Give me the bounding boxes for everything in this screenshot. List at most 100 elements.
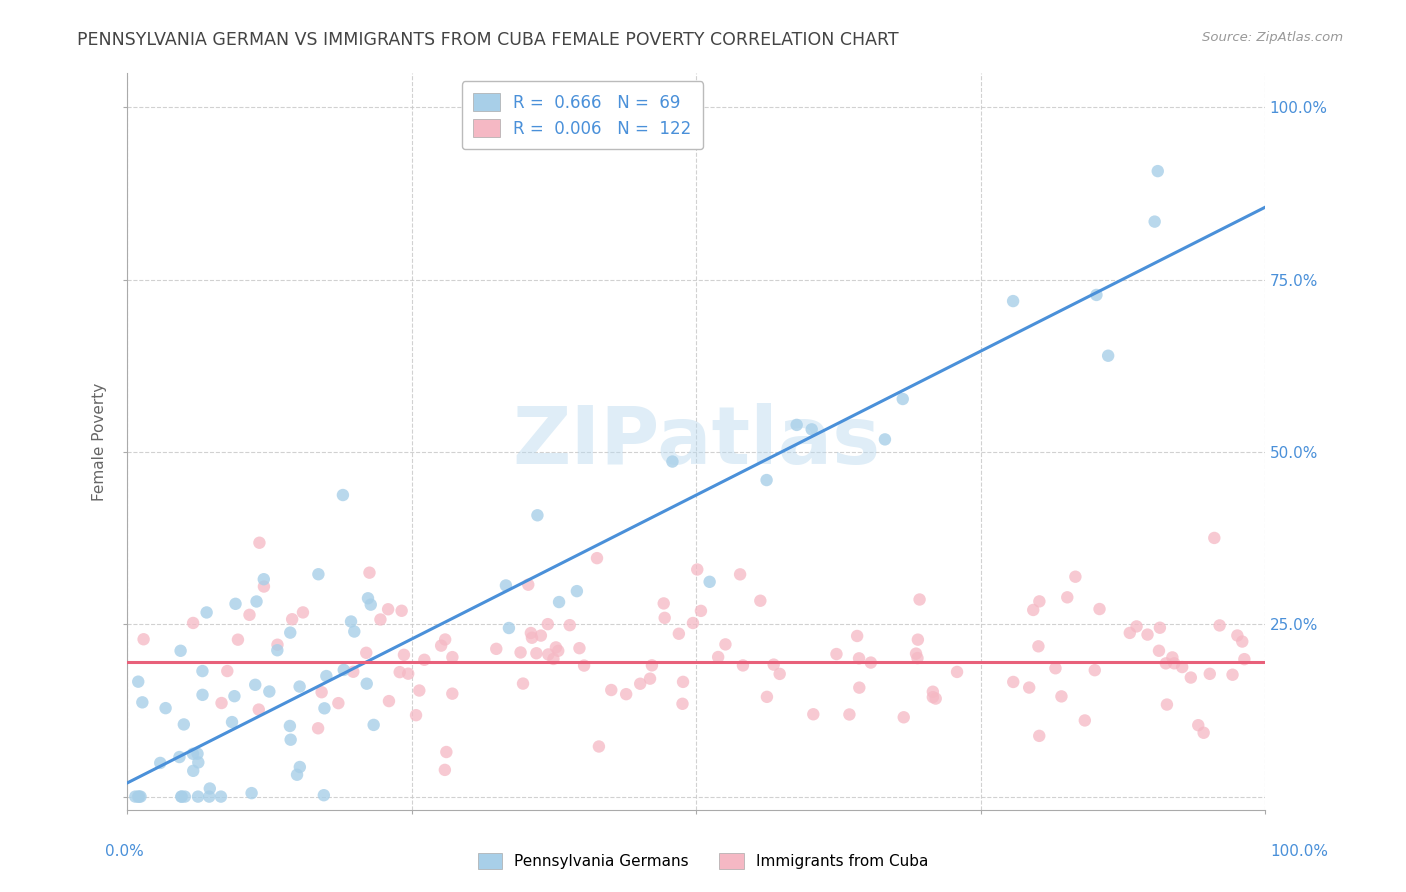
Point xyxy=(291,606,314,620)
Text: Source: ZipAtlas.com: Source: ZipAtlas.com xyxy=(1202,31,1343,45)
Point xyxy=(1050,690,1073,704)
Point xyxy=(332,488,354,502)
Point xyxy=(187,789,209,804)
Point xyxy=(221,715,243,730)
Point xyxy=(1192,725,1215,739)
Point xyxy=(405,708,427,723)
Point xyxy=(357,591,380,606)
Point xyxy=(638,672,661,686)
Point xyxy=(408,683,430,698)
Point xyxy=(682,615,704,630)
Point xyxy=(278,719,301,733)
Point xyxy=(544,640,567,655)
Point xyxy=(127,674,149,689)
Point xyxy=(848,651,870,665)
Point xyxy=(537,648,560,662)
Point xyxy=(266,643,288,657)
Point xyxy=(925,691,948,706)
Point xyxy=(132,632,155,647)
Point xyxy=(707,650,730,665)
Point xyxy=(149,756,172,770)
Point xyxy=(1208,618,1230,632)
Point xyxy=(485,641,508,656)
Point xyxy=(396,666,419,681)
Point xyxy=(1028,594,1050,608)
Point xyxy=(530,629,553,643)
Point xyxy=(307,721,329,735)
Point xyxy=(433,763,456,777)
Point xyxy=(181,747,204,761)
Point xyxy=(547,644,569,658)
Point xyxy=(586,551,609,566)
Point xyxy=(259,684,281,698)
Point xyxy=(278,625,301,640)
Point xyxy=(195,606,218,620)
Point xyxy=(169,644,191,658)
Point xyxy=(654,611,676,625)
Text: ZIPatlas: ZIPatlas xyxy=(512,402,880,481)
Point xyxy=(434,745,457,759)
Point xyxy=(548,595,571,609)
Point xyxy=(186,747,208,761)
Point xyxy=(905,647,928,661)
Point xyxy=(520,626,543,640)
Point xyxy=(285,768,308,782)
Point xyxy=(652,596,675,610)
Point xyxy=(430,639,453,653)
Point xyxy=(572,658,595,673)
Point xyxy=(124,789,146,804)
Point xyxy=(848,681,870,695)
Point xyxy=(253,580,276,594)
Point xyxy=(891,392,914,406)
Point xyxy=(131,695,153,709)
Point xyxy=(169,750,191,764)
Point xyxy=(859,656,882,670)
Point xyxy=(238,607,260,622)
Point xyxy=(755,690,778,704)
Point xyxy=(1085,288,1108,302)
Point xyxy=(1097,349,1119,363)
Point xyxy=(907,632,929,647)
Point xyxy=(537,617,560,632)
Point xyxy=(388,665,411,680)
Point xyxy=(441,650,464,665)
Point xyxy=(1226,628,1249,642)
Point xyxy=(1028,640,1050,654)
Point xyxy=(1161,650,1184,665)
Text: PENNSYLVANIA GERMAN VS IMMIGRANTS FROM CUBA FEMALE POVERTY CORRELATION CHART: PENNSYLVANIA GERMAN VS IMMIGRANTS FROM C… xyxy=(77,31,898,49)
Point xyxy=(801,707,824,722)
Point xyxy=(661,454,683,468)
Point xyxy=(1119,626,1142,640)
Point xyxy=(907,651,929,665)
Point xyxy=(441,687,464,701)
Point xyxy=(1180,671,1202,685)
Point xyxy=(558,618,581,632)
Text: 0.0%: 0.0% xyxy=(105,845,145,859)
Point xyxy=(825,647,848,661)
Point xyxy=(1064,570,1087,584)
Point xyxy=(360,598,382,612)
Point xyxy=(332,663,354,677)
Point xyxy=(565,584,588,599)
Point xyxy=(946,665,969,679)
Y-axis label: Female Poverty: Female Poverty xyxy=(93,383,107,500)
Point xyxy=(1171,660,1194,674)
Point xyxy=(749,593,772,607)
Point xyxy=(173,717,195,731)
Point xyxy=(247,702,270,716)
Point xyxy=(253,572,276,586)
Point xyxy=(509,645,531,659)
Point xyxy=(1002,675,1025,690)
Point xyxy=(224,689,246,703)
Point xyxy=(370,612,392,626)
Point xyxy=(1187,718,1209,732)
Point xyxy=(1002,294,1025,309)
Point xyxy=(225,597,247,611)
Point xyxy=(198,781,221,796)
Point xyxy=(1028,729,1050,743)
Point xyxy=(314,701,336,715)
Point xyxy=(1125,619,1147,633)
Point xyxy=(1045,661,1067,675)
Point xyxy=(1143,214,1166,228)
Point xyxy=(526,508,548,523)
